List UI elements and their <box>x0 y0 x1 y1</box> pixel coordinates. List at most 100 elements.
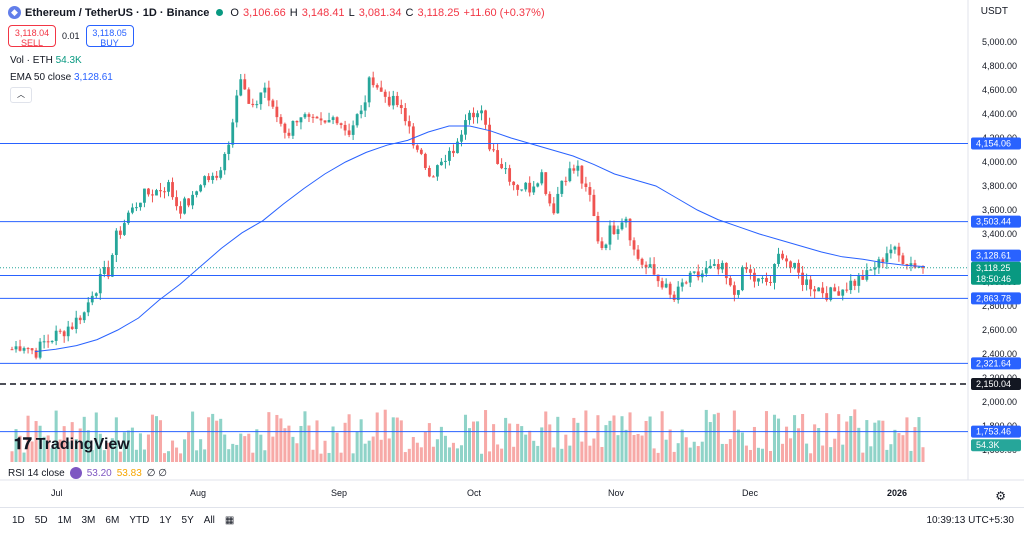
candle-body <box>809 279 813 290</box>
volume-bar <box>881 420 885 462</box>
volume-bar <box>411 436 415 462</box>
volume-bar <box>50 447 54 462</box>
volume-legend[interactable]: Vol · ETH 54.3K <box>10 55 82 66</box>
candle-body <box>624 218 628 223</box>
volume-bar <box>516 423 520 462</box>
volume-bar <box>552 447 556 462</box>
volume-bar <box>720 443 724 462</box>
collapse-legend-icon[interactable]: ︿ <box>10 87 32 103</box>
level-label-bg <box>971 215 1021 228</box>
volume-bar <box>580 441 584 462</box>
volume-bar <box>367 440 371 462</box>
volume-bar <box>492 424 496 462</box>
candle-body <box>106 267 110 277</box>
volume-bar <box>793 415 797 462</box>
rsi-legend[interactable]: RSI 14 close 53.20 53.83 ∅ ∅ <box>8 467 167 479</box>
volume-bar <box>889 444 893 462</box>
candle-body <box>736 290 740 295</box>
volume-bar <box>672 451 676 462</box>
volume-bar <box>303 411 307 462</box>
candle-body <box>596 215 600 242</box>
ema-legend[interactable]: EMA 50 close 3,128.61 <box>10 72 113 83</box>
volume-bar <box>825 413 829 462</box>
sell-price: 3,118.04 <box>14 28 50 38</box>
candle-body <box>877 259 881 268</box>
candle-body <box>532 186 536 193</box>
timeframe-ytd[interactable]: YTD <box>129 515 150 526</box>
candle-body <box>769 281 772 283</box>
volume-bar <box>54 410 58 462</box>
volume-bar <box>869 446 873 462</box>
buy-label: BUY <box>100 38 119 48</box>
open-label: O <box>230 6 239 19</box>
timeframe-5d[interactable]: 5D <box>34 515 48 526</box>
volume-bar <box>207 417 211 462</box>
candle-body <box>335 117 339 124</box>
candle-body <box>732 285 736 295</box>
volume-bar <box>179 453 183 462</box>
candle-body <box>275 106 279 118</box>
candle-body <box>448 150 451 161</box>
candle-body <box>668 283 672 295</box>
volume-bar <box>664 439 668 462</box>
volume-bar <box>476 421 480 462</box>
timeframe-3m[interactable]: 3M <box>81 515 96 526</box>
volume-bar <box>231 443 235 462</box>
candle-body <box>255 104 259 106</box>
candle-body <box>440 161 443 166</box>
candle-body <box>411 126 415 146</box>
symbol-title[interactable]: Ethereum / TetherUS · 1D · Binance <box>25 6 210 19</box>
volume-bar <box>660 411 664 462</box>
candle-body <box>652 264 656 275</box>
volume-bar <box>463 414 468 462</box>
candle-body <box>26 348 30 350</box>
volume-bar <box>82 416 86 462</box>
volume-bar <box>327 452 331 462</box>
price-label: 3,128.61 <box>976 251 1011 261</box>
level-label: 4,154.06 <box>976 139 1011 149</box>
x-tick-label: Dec <box>742 488 759 498</box>
timeframe-1y[interactable]: 1Y <box>159 515 172 526</box>
candle-body <box>544 172 548 194</box>
timeframe-6m[interactable]: 6M <box>105 515 120 526</box>
y-tick-label: 4,600.00 <box>982 85 1017 95</box>
volume-bar <box>175 447 179 462</box>
candle-body <box>435 165 439 177</box>
volume-bar <box>520 426 524 462</box>
level-label: 1,753.46 <box>976 427 1011 437</box>
volume-bar <box>648 416 652 462</box>
x-tick-label: Aug <box>190 488 206 498</box>
candle-body <box>167 182 170 192</box>
high-label: H <box>289 6 298 19</box>
volume-bar <box>568 445 572 462</box>
timeframe-all[interactable]: All <box>203 515 215 526</box>
volume-bar <box>837 414 841 462</box>
buy-button[interactable]: 3,118.05 BUY <box>85 25 134 48</box>
candle-body <box>303 114 307 118</box>
volume-bar <box>668 429 672 462</box>
volume-bar <box>821 445 825 462</box>
calendar-icon[interactable]: ▦ <box>224 515 235 526</box>
volume-bar <box>764 411 769 462</box>
tradingview-logo[interactable]: 𝟏𝟕 TradingView <box>14 436 130 454</box>
timeframe-1m[interactable]: 1M <box>57 515 72 526</box>
volume-bar <box>383 409 387 462</box>
volume-bar <box>311 449 315 462</box>
candle-body <box>199 185 203 192</box>
candle-body <box>680 282 684 287</box>
volume-bar <box>692 441 696 462</box>
volume-bar <box>122 432 126 462</box>
candle-body <box>500 163 504 169</box>
sell-button[interactable]: 3,118.04 SELL <box>8 25 56 48</box>
volume-bar <box>897 433 901 462</box>
clock-readout[interactable]: 10:39:13 UTC+5:30 <box>926 515 1014 526</box>
timeframe-1d[interactable]: 1D <box>12 515 25 526</box>
currency-label[interactable]: USDT <box>980 6 1008 17</box>
candle-body <box>347 130 351 135</box>
candle-body <box>921 267 925 269</box>
volume-bar <box>459 445 464 462</box>
timeframe-5y[interactable]: 5Y <box>181 515 194 526</box>
settings-gear-icon[interactable]: ⚙ <box>995 489 1006 503</box>
